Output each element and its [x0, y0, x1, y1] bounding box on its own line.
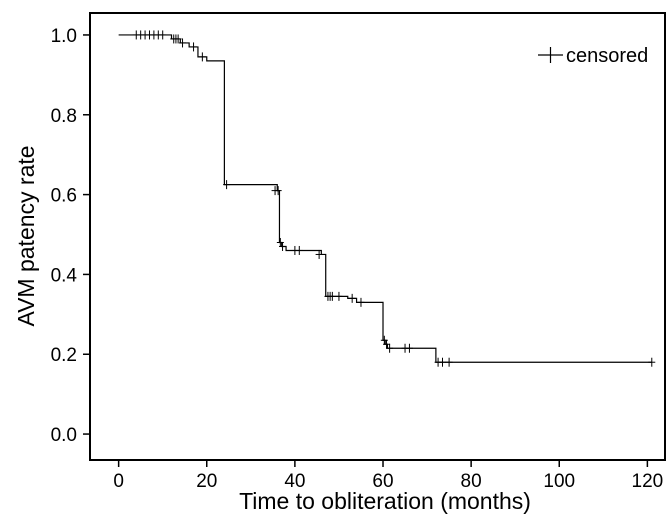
y-tick-label: 1.0 [51, 26, 77, 47]
y-tick-label: 0.4 [51, 265, 78, 286]
x-tick-label: 80 [461, 471, 482, 492]
y-tick-label: 0.6 [51, 186, 77, 207]
x-tick-label: 100 [543, 471, 575, 492]
x-tick-label: 0 [113, 471, 124, 492]
y-axis: 0.0 0.2 0.4 0.6 0.8 1.0 [51, 26, 90, 446]
censor-markers [132, 30, 656, 367]
y-axis-title: AVM patency rate [13, 145, 39, 326]
x-axis: 0 20 40 60 80 100 120 [113, 460, 663, 492]
x-tick-label: 60 [372, 471, 393, 492]
survival-curve [118, 34, 652, 363]
plot-frame [89, 12, 666, 461]
legend: censored [538, 45, 648, 67]
x-tick-label: 20 [196, 471, 217, 492]
x-tick-label: 40 [284, 471, 305, 492]
y-tick-label: 0.0 [51, 425, 77, 446]
x-tick-label: 120 [632, 471, 664, 492]
y-tick-label: 0.2 [51, 345, 77, 366]
legend-label-censored: censored [566, 45, 648, 67]
y-tick-label: 0.8 [51, 106, 77, 127]
x-axis-title: Time to obliteration (months) [239, 488, 531, 514]
